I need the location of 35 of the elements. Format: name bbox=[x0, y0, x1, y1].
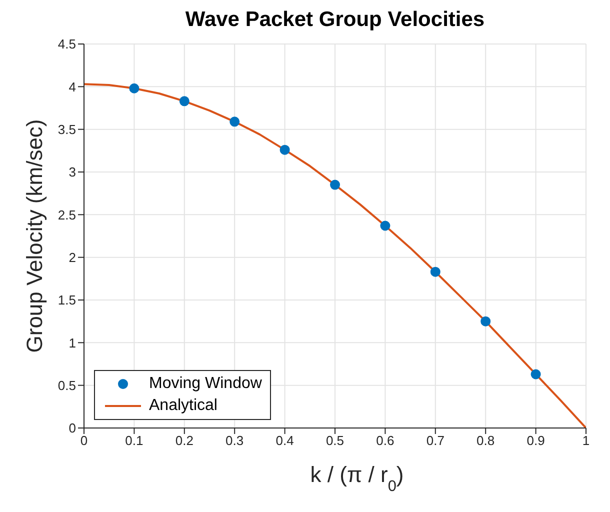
point bbox=[330, 180, 340, 190]
x-tick-label: 0.4 bbox=[276, 433, 294, 448]
x-axis-title: k / (π / r$_{0}$) bbox=[310, 462, 404, 494]
y-tick-label: 1 bbox=[68, 335, 76, 350]
y-tick-label: 4.5 bbox=[58, 36, 76, 52]
x-tick-label: 1 bbox=[582, 433, 590, 448]
x-tick-label: 0.1 bbox=[125, 433, 144, 448]
y-tick-label: 2 bbox=[68, 250, 76, 265]
chart-title: Wave Packet Group Velocities bbox=[184, 8, 486, 32]
x-tick-label: 0 bbox=[80, 433, 88, 448]
x-tick-label: 0.8 bbox=[476, 433, 495, 448]
x-tick-label: 0.9 bbox=[526, 433, 545, 448]
legend-label: Analytical bbox=[149, 396, 218, 416]
x-tick-label: 0.2 bbox=[175, 433, 194, 448]
point bbox=[280, 144, 290, 155]
point bbox=[480, 316, 491, 326]
y-axis-title: Group Velocity (km/sec) bbox=[22, 119, 47, 353]
y-tick-label: 1.5 bbox=[58, 292, 76, 308]
point bbox=[430, 266, 440, 277]
y-tick-label: 0.5 bbox=[58, 378, 76, 393]
x-tick-label: 0.5 bbox=[326, 433, 344, 448]
x-tick-label: 0.3 bbox=[226, 433, 244, 448]
point bbox=[179, 96, 190, 106]
x-tick-label: 0.6 bbox=[376, 433, 394, 448]
legend-label: Moving Window bbox=[149, 374, 262, 394]
point bbox=[530, 369, 541, 380]
y-tick-label: 4 bbox=[68, 79, 76, 94]
y-tick-label: 0 bbox=[68, 420, 76, 436]
point bbox=[129, 83, 140, 94]
x-tick-label: 0.7 bbox=[426, 433, 444, 448]
point bbox=[230, 116, 240, 127]
y-tick-label: 3.5 bbox=[58, 122, 76, 137]
y-tick-label: 2.5 bbox=[58, 207, 76, 222]
point bbox=[380, 220, 390, 231]
y-tick-label: 3 bbox=[68, 164, 76, 180]
